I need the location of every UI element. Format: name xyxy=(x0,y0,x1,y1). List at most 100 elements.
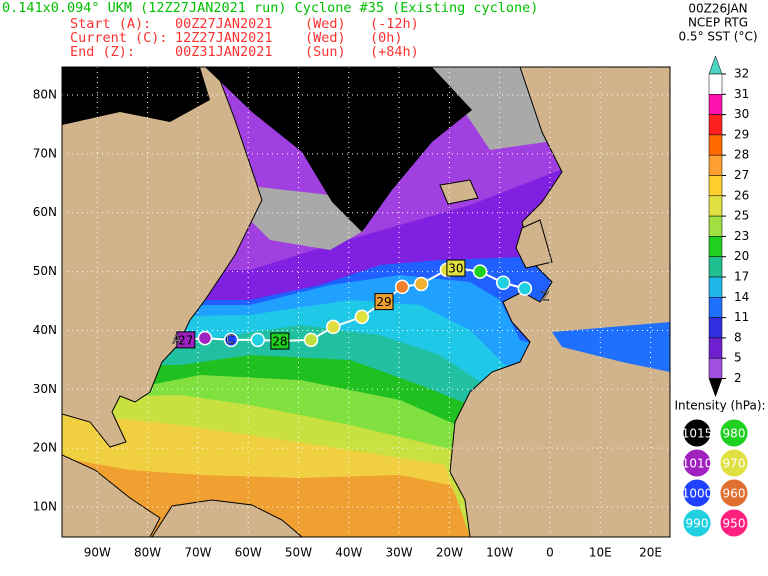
colorbar-segment xyxy=(708,134,723,156)
lat-tick-label: 40N xyxy=(33,323,57,337)
colorbar-label: 8 xyxy=(734,330,742,344)
intensity-label: 1010 xyxy=(682,457,713,471)
lat-tick-label: 20N xyxy=(33,441,57,455)
colorbar-label: 27 xyxy=(734,168,749,182)
track-day-label: 30 xyxy=(448,262,463,276)
track-marker: C xyxy=(226,332,234,346)
intensity-label: 970 xyxy=(723,457,746,471)
lon-tick-label: 20E xyxy=(639,546,662,560)
track-point xyxy=(303,332,319,348)
intensity-swatch xyxy=(719,448,749,478)
lat-tick-label: 80N xyxy=(33,88,57,102)
track-marker: Z xyxy=(541,289,549,303)
colorbar-label: 11 xyxy=(734,310,749,324)
colorbar-label: 30 xyxy=(734,107,749,121)
colorbar-label: 32 xyxy=(734,67,749,81)
track-point xyxy=(354,309,370,325)
header-cell: Start (A): xyxy=(70,16,151,32)
intensity-label: 1015 xyxy=(682,427,713,441)
colorbar-label: 20 xyxy=(734,249,749,263)
colorbar-label: 14 xyxy=(734,290,749,304)
colorbar-segment xyxy=(708,114,723,136)
colorbar-segment xyxy=(708,215,723,237)
track-point xyxy=(495,275,511,291)
colorbar-segment xyxy=(708,357,723,379)
colorbar-segment xyxy=(708,195,723,217)
lon-tick-label: 10E xyxy=(589,546,612,560)
track-point xyxy=(472,264,488,279)
header-cell: (0h) xyxy=(370,30,403,46)
south-america xyxy=(151,499,303,537)
header-cell: (Sun) xyxy=(305,44,346,60)
colorbar-segment xyxy=(708,297,723,318)
intensity-label: 950 xyxy=(723,517,746,531)
lon-tick-label: 80W xyxy=(134,546,161,560)
header-title: 0.141x0.094° UKM (12Z27JAN2021 run) Cycl… xyxy=(2,0,538,16)
intensity-label: 990 xyxy=(686,517,709,531)
colorbar-segment xyxy=(708,236,723,257)
header-cell: 00Z31JAN2021 xyxy=(175,44,273,60)
intensity-swatch xyxy=(719,418,749,448)
colorbar-segment xyxy=(708,317,723,339)
lon-tick-label: 0 xyxy=(546,546,554,560)
colorbar-label: 17 xyxy=(734,270,749,284)
lat-tick-label: 10N xyxy=(33,500,57,514)
lon-tick-label: 30W xyxy=(386,546,413,560)
track-point xyxy=(394,279,410,295)
intensity-swatch xyxy=(682,418,712,448)
lat-tick-label: 50N xyxy=(33,264,57,278)
colorbar-label: 31 xyxy=(734,87,749,101)
colorbar-label: 5 xyxy=(734,351,742,365)
track-day-box xyxy=(374,293,394,311)
intensity-label: 960 xyxy=(723,487,746,501)
track-point xyxy=(197,330,213,346)
sst-date: 00Z26JAN xyxy=(688,2,747,16)
intensity-swatch xyxy=(682,478,712,508)
track-point xyxy=(325,319,341,335)
header-cell: (+84h) xyxy=(370,44,419,60)
header-cell: (Wed) xyxy=(305,30,346,46)
track-day-label: 28 xyxy=(272,335,287,349)
track-day-box xyxy=(446,259,466,277)
track-day-label: 29 xyxy=(376,295,391,309)
intensity-label: 980 xyxy=(723,427,746,441)
colorbar-label: 25 xyxy=(734,209,749,223)
colorbar-segment xyxy=(708,154,723,176)
intensity-swatch xyxy=(719,508,749,538)
header-cell: End (Z): xyxy=(70,44,135,60)
colorbar-label: 29 xyxy=(734,127,749,141)
colorbar-label: 26 xyxy=(734,188,749,202)
lon-tick-label: 40W xyxy=(335,546,362,560)
lat-tick-label: 60N xyxy=(33,205,57,219)
intensity-title: Intensity (hPa): xyxy=(674,399,765,413)
track-point xyxy=(517,281,533,296)
intensity-swatch xyxy=(682,448,712,478)
lon-tick-label: 10W xyxy=(486,546,513,560)
header-cell: (-12h) xyxy=(370,16,419,32)
intensity-swatch xyxy=(719,478,749,508)
lon-tick-label: 50W xyxy=(285,546,312,560)
map: 27 28 29 30 A C Z xyxy=(62,67,670,537)
lon-tick-label: 20W xyxy=(436,546,463,560)
header-cell: 12Z27JAN2021 xyxy=(175,30,273,46)
lon-tick-label: 70W xyxy=(184,546,211,560)
track-point xyxy=(223,332,239,348)
arctic-islands xyxy=(62,67,210,125)
colorbar-label: 28 xyxy=(734,148,749,162)
sst-source: NCEP RTG xyxy=(688,16,748,30)
colorbar-arrow xyxy=(708,378,723,398)
mediterranean xyxy=(552,322,670,372)
colorbar-segment xyxy=(708,73,723,95)
header-cell: 00Z27JAN2021 xyxy=(175,16,273,32)
iceland xyxy=(439,179,479,205)
intensity-label: 1000 xyxy=(682,487,713,501)
track-day-label: 27 xyxy=(178,333,193,347)
track-day-box xyxy=(270,332,290,350)
lat-tick-label: 30N xyxy=(33,382,57,396)
lat-tick-label: 70N xyxy=(33,146,57,160)
lon-tick-label: 90W xyxy=(84,546,111,560)
intensity-swatch xyxy=(682,508,712,538)
north-america xyxy=(62,67,263,448)
header-cell: (Wed) xyxy=(305,16,346,32)
